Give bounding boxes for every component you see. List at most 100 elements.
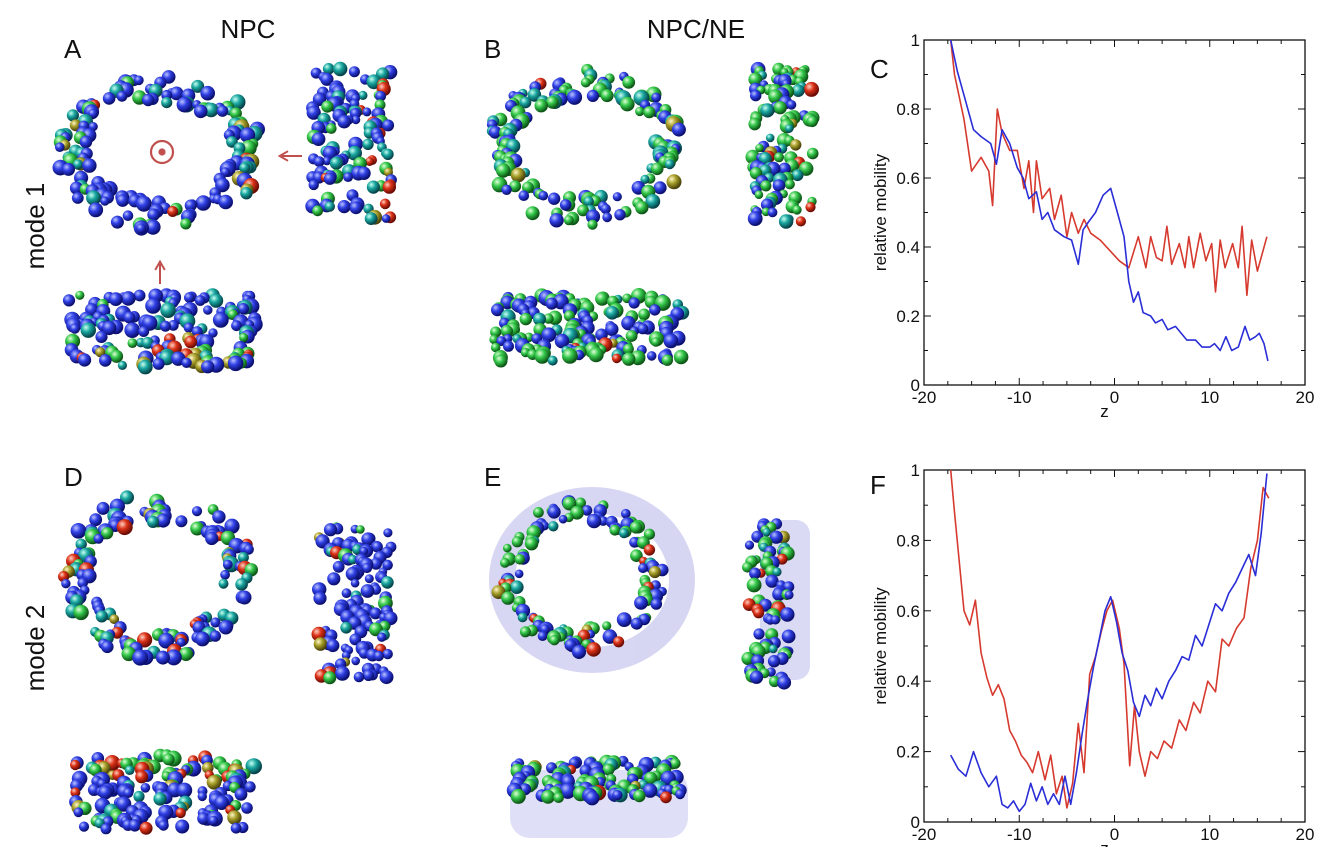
chart-f-y-tick-label: 0.4 <box>896 672 920 691</box>
bead <box>562 348 578 364</box>
bead <box>241 802 253 814</box>
bead <box>240 187 253 200</box>
bead <box>313 637 328 651</box>
bead <box>602 212 613 223</box>
panel-b-side-view <box>745 61 820 229</box>
bead <box>746 577 762 593</box>
bead <box>577 204 589 217</box>
bead <box>306 105 321 120</box>
panel-b-bottom-view <box>489 288 690 368</box>
bead <box>524 537 539 551</box>
bead <box>120 490 134 505</box>
bead <box>349 633 362 646</box>
chart-c-y-tick-label: 0.2 <box>896 307 920 326</box>
chart-f-x-tick-label: 0 <box>1110 825 1119 844</box>
bead <box>375 90 386 102</box>
column-title-npc-ne: NPC/NE <box>647 14 745 44</box>
bead <box>167 206 179 217</box>
bead <box>326 639 340 653</box>
bead <box>161 97 173 109</box>
bead <box>101 640 114 654</box>
bead <box>181 357 192 368</box>
bead <box>503 543 512 553</box>
bead <box>768 644 778 654</box>
bead <box>786 100 797 110</box>
bead <box>78 353 92 367</box>
bead <box>490 326 502 338</box>
bead <box>635 106 645 117</box>
bead <box>359 546 369 556</box>
bead <box>62 294 76 307</box>
bead <box>533 312 546 326</box>
bead <box>138 326 150 337</box>
bead <box>234 787 248 801</box>
bead <box>110 215 124 229</box>
bead <box>128 819 141 832</box>
bead <box>377 632 387 642</box>
panel-letter-f: F <box>870 470 886 500</box>
bead <box>73 604 89 621</box>
chart-f-series-line-0 <box>949 469 1270 809</box>
bead <box>176 782 193 798</box>
bead <box>153 792 167 806</box>
bead <box>324 201 335 212</box>
bead <box>95 610 108 623</box>
bead <box>209 630 221 642</box>
bead <box>116 519 133 536</box>
bead <box>760 180 772 192</box>
bead <box>322 156 332 166</box>
bead <box>490 342 501 353</box>
chart-c-x-tick-label: 10 <box>1200 388 1219 407</box>
chart-f-frame <box>923 469 1306 823</box>
bead <box>488 125 502 139</box>
bead <box>75 538 87 550</box>
bead <box>638 308 650 321</box>
chart-f-y-tick-label: 1 <box>911 461 920 480</box>
bead <box>547 505 561 519</box>
bead <box>72 159 84 170</box>
bead <box>343 172 353 183</box>
bead <box>136 223 147 234</box>
bead <box>351 115 361 125</box>
bead <box>195 195 211 211</box>
bead <box>95 330 108 343</box>
bead <box>145 219 161 235</box>
bead <box>351 656 361 666</box>
bead <box>382 559 393 571</box>
bead <box>184 335 198 349</box>
bead <box>312 205 323 217</box>
bead <box>534 348 550 364</box>
panel-letter-c: C <box>870 54 889 84</box>
bead <box>646 351 657 361</box>
panel-a-bottom-view <box>62 288 263 375</box>
bead <box>581 505 593 516</box>
bead <box>661 354 673 366</box>
bead <box>347 145 362 161</box>
bead <box>116 194 129 207</box>
bead <box>109 614 120 625</box>
bead <box>768 675 781 688</box>
bead <box>792 205 802 215</box>
bead <box>773 101 787 115</box>
bead <box>501 591 515 605</box>
bead <box>600 203 611 215</box>
bead <box>147 208 160 221</box>
bead <box>116 90 128 102</box>
bead <box>648 566 662 579</box>
bead <box>327 572 341 586</box>
bead <box>501 184 512 195</box>
bead <box>586 513 602 529</box>
bead <box>749 567 761 580</box>
bead <box>642 783 658 798</box>
bead <box>326 123 337 134</box>
bead <box>152 357 165 370</box>
bead <box>237 303 249 315</box>
bead <box>613 636 625 648</box>
chart-c-y-tick-label: 0 <box>911 376 920 395</box>
bead <box>778 214 794 229</box>
bead <box>117 360 127 370</box>
bead <box>806 115 818 128</box>
panel-e-side-view <box>741 518 796 690</box>
bead <box>563 215 574 226</box>
bead <box>770 615 780 625</box>
